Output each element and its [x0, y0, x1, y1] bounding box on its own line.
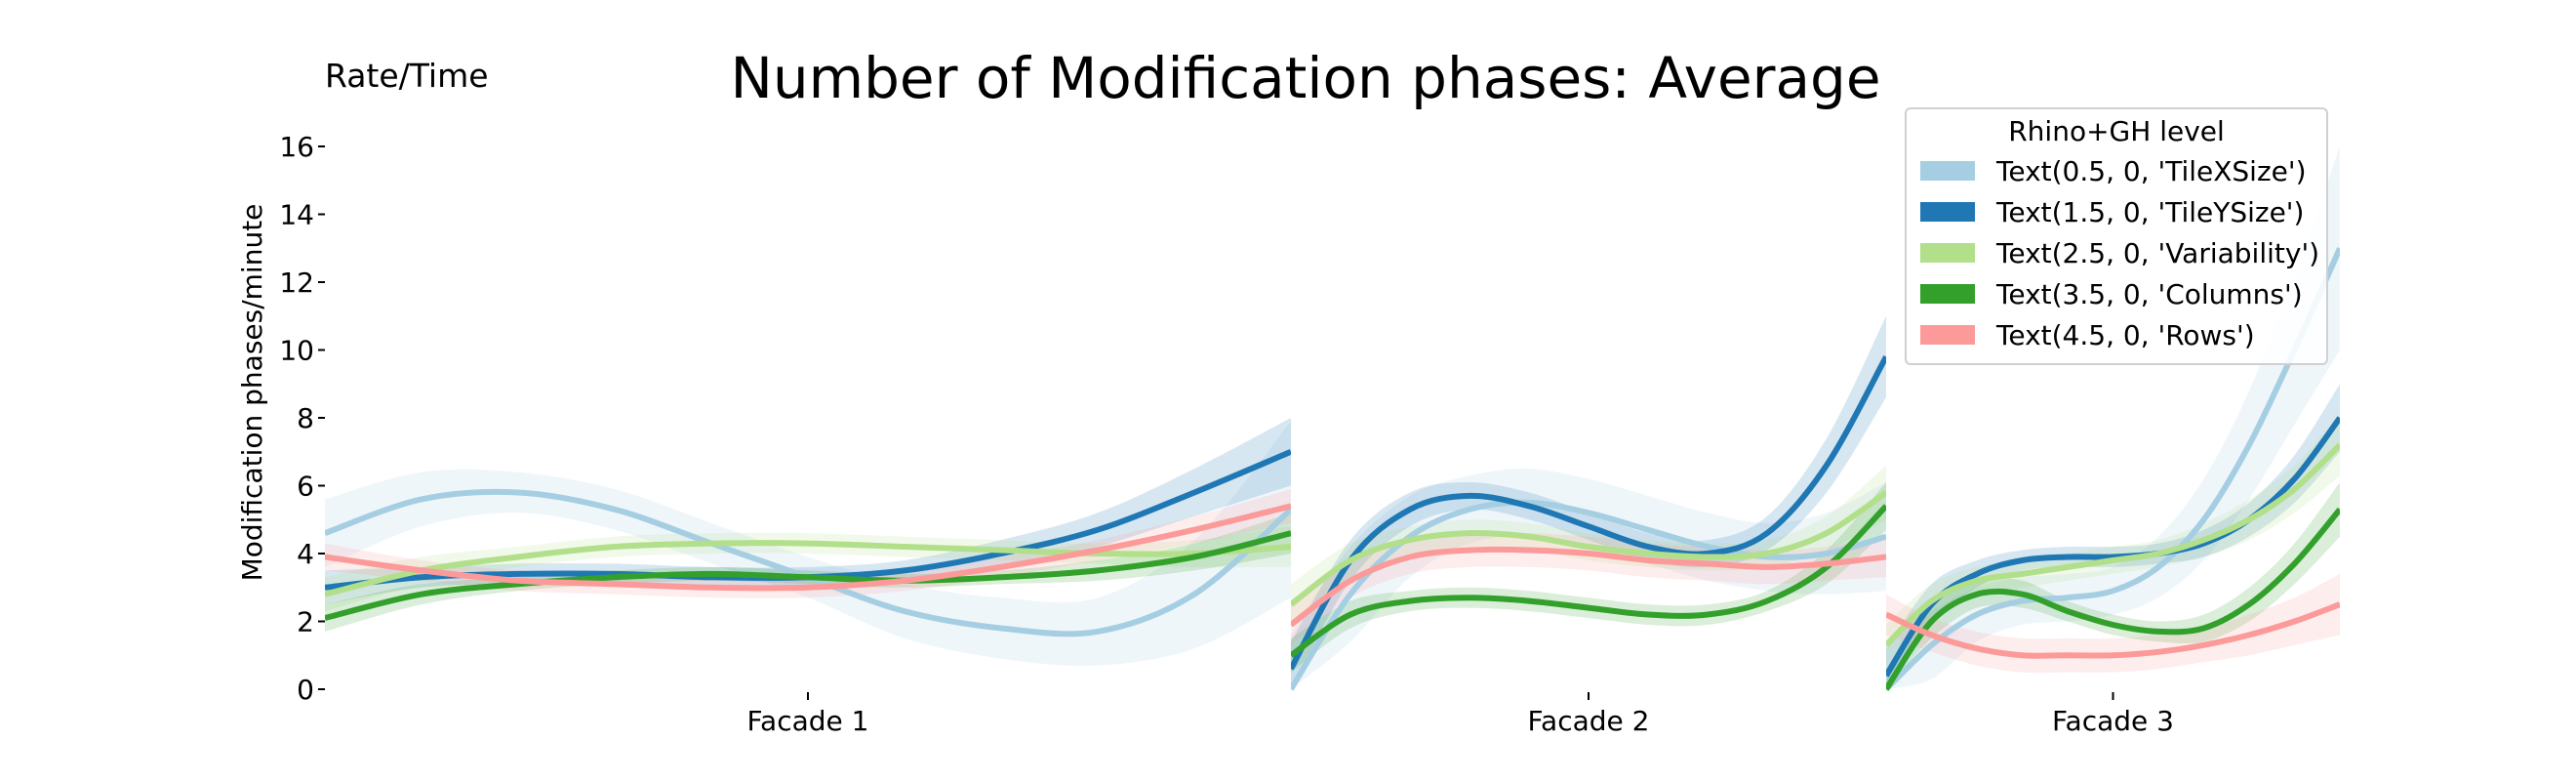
confidence-band — [1291, 469, 1886, 689]
confidence-band — [325, 421, 1291, 667]
panel-2 — [1291, 315, 1886, 691]
legend-entry-label: Text(3.5, 0, 'Columns') — [1995, 278, 2303, 310]
confidence-band — [1886, 414, 2340, 666]
chart-title: Number of Modification phases: Average — [730, 45, 1880, 111]
legend-swatch — [1920, 161, 1975, 181]
plot-panels — [325, 146, 2340, 691]
panel-3 — [1886, 146, 2340, 691]
legend-swatch — [1920, 284, 1975, 304]
confidence-band — [1291, 532, 1886, 645]
series-line — [1291, 546, 1886, 628]
series-line — [1886, 507, 2340, 691]
series-line — [325, 530, 1291, 621]
x-tick-label: Facade 1 — [747, 705, 869, 737]
legend-entry-label: Text(2.5, 0, 'Variability') — [1995, 237, 2319, 269]
series-line — [1291, 354, 1886, 671]
series-line — [1886, 247, 2340, 691]
y-tick-label: 8 — [297, 402, 314, 434]
x-tick-label: Facade 3 — [2052, 705, 2174, 737]
x-axis: Facade 1 Facade 2 Facade 3 — [747, 692, 2174, 737]
y-tick-label: 4 — [297, 538, 314, 570]
series-line — [1886, 601, 2340, 659]
y-tick-label: 6 — [297, 471, 314, 503]
trend-lines — [325, 449, 1291, 637]
y-tick-label: 0 — [297, 674, 314, 706]
legend-entry-label: Text(4.5, 0, 'Rows') — [1995, 319, 2255, 351]
legend-swatch — [1920, 243, 1975, 263]
legend-title: Rhino+GH level — [2008, 115, 2225, 147]
legend-swatch — [1920, 202, 1975, 222]
confidence-band — [1886, 482, 2340, 689]
confidence-band — [1291, 315, 1886, 689]
confidence-band — [325, 513, 1291, 632]
y-axis: 0 2 4 6 8 10 12 14 16 — [279, 131, 325, 706]
series-line — [1291, 490, 1886, 607]
legend: Rhino+GH level Text(0.5, 0, 'TileXSize')… — [1905, 107, 2328, 365]
confidence-band — [325, 526, 1291, 612]
y-tick-label: 2 — [297, 606, 314, 638]
series-line — [325, 503, 1291, 592]
confidence-band — [325, 489, 1291, 598]
confidence-band — [1886, 573, 2340, 674]
x-tick-label: Facade 2 — [1528, 705, 1650, 737]
series-line — [325, 540, 1291, 597]
y-tick-label: 10 — [279, 335, 314, 367]
panel-1 — [325, 418, 1291, 667]
y-tick-label: 14 — [279, 199, 314, 231]
legend-entry-label: Text(0.5, 0, 'TileXSize') — [1995, 155, 2307, 187]
legend-swatch — [1920, 325, 1975, 345]
legend-frame — [1905, 107, 2328, 365]
series-line — [1291, 504, 1886, 658]
corner-label: Rate/Time — [325, 57, 489, 95]
legend-entry-label: Text(1.5, 0, 'TileYSize') — [1995, 196, 2304, 228]
y-tick-label: 16 — [279, 131, 314, 163]
y-axis-label: Modification phases/minute — [236, 204, 268, 582]
trend-lines — [1291, 354, 1886, 691]
series-line — [1886, 442, 2340, 647]
legend-entries: Text(0.5, 0, 'TileXSize') Text(1.5, 0, 'T… — [1920, 155, 2319, 351]
trend-lines — [1886, 247, 2340, 691]
y-tick-label: 12 — [279, 267, 314, 299]
